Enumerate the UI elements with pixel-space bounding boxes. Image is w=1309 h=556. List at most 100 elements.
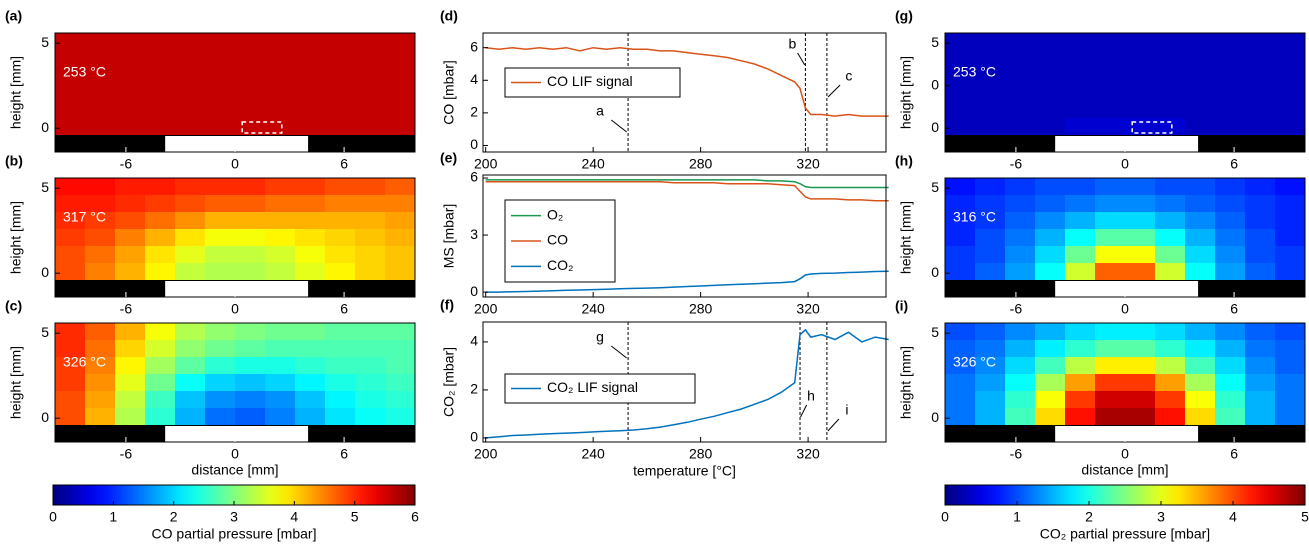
heatmap-cell (1125, 374, 1156, 392)
x-tick-label: -6 (1010, 301, 1023, 317)
leader-line (800, 404, 808, 418)
heatmap-cell (115, 229, 146, 247)
heatmap-cell (1215, 323, 1246, 341)
y-tick-label: 0 (470, 136, 478, 152)
x-tick-label: 0 (1121, 301, 1129, 317)
panel-label: (f) (440, 297, 454, 313)
heatmap-cell (145, 178, 176, 196)
x-tick-label: 320 (796, 156, 820, 172)
x-tick-label: -6 (120, 156, 133, 172)
temperature-label: 326 °C (63, 354, 106, 370)
heatmap-cell (295, 391, 326, 409)
heatmap-cell (945, 263, 976, 281)
heatmap-cell (1185, 246, 1216, 264)
heatmap-cell (55, 212, 86, 230)
heatmap-cell (1065, 340, 1096, 358)
heatmap-cell (145, 50, 176, 68)
heatmap-cell (1245, 408, 1276, 426)
heatmap-cell (235, 195, 266, 213)
heatmap-cell (1275, 67, 1306, 85)
heatmap-cell (205, 246, 236, 264)
heatmap-cell (975, 263, 1006, 281)
heatmap-cell (975, 229, 1006, 247)
heatmap-cell (945, 50, 976, 68)
heatmap-cell (1215, 408, 1246, 426)
heatmap-cell (205, 212, 236, 230)
heatmap-cell (385, 246, 416, 264)
x-axis-label: distance [mm] (1081, 462, 1168, 478)
heatmap-cell (145, 229, 176, 247)
heatmap-cell (85, 408, 116, 426)
heatmap-cell (945, 195, 976, 213)
x-tick-label: 200 (474, 446, 498, 462)
heatmap-cell (975, 195, 1006, 213)
colorbar-tick-label: 1 (1013, 509, 1021, 525)
sample (1055, 281, 1199, 297)
heatmap-cell (1065, 263, 1096, 281)
heatmap-cell (1275, 195, 1306, 213)
heatmap-cell (205, 101, 236, 119)
heatmap-cell (1245, 101, 1276, 119)
heatmap-cell (1035, 391, 1066, 409)
y-tick-label: 5 (931, 324, 939, 340)
heatmap-cell (1035, 178, 1066, 196)
y-tick-label: 3 (470, 226, 478, 242)
heatmap-cell (145, 323, 176, 341)
heatmap-cell (1215, 357, 1246, 375)
legend-label: O₂ (547, 206, 563, 222)
heatmap-cell (975, 323, 1006, 341)
heatmap-cell (1155, 33, 1186, 51)
heatmap-cell (115, 33, 146, 51)
heatmap-cell (145, 195, 176, 213)
heatmap-cell (235, 212, 266, 230)
heatmap-cell (385, 357, 416, 375)
heatmap-cell (295, 340, 326, 358)
heatmap-cell (55, 33, 86, 51)
heatmap-cell (1155, 50, 1186, 68)
heatmap-cell (1095, 101, 1126, 119)
heatmap-cell (175, 84, 206, 102)
heatmap-cell (1125, 178, 1156, 196)
x-tick-label: -6 (120, 301, 133, 317)
x-tick-label: 240 (581, 156, 605, 172)
heatmap-cell (975, 374, 1006, 392)
heatmap-cell (115, 391, 146, 409)
heatmap-cell (235, 67, 266, 85)
heatmap-cell (55, 340, 86, 358)
heatmap-cell (145, 357, 176, 375)
heatmap-cell (55, 118, 86, 136)
colorbar-tick-label: 3 (1157, 509, 1165, 525)
heatmap-cell (355, 340, 386, 358)
heatmap-cell (55, 323, 86, 341)
y-axis-label: CO₂ [mbar] (441, 347, 457, 417)
panel-label: (c) (5, 298, 22, 314)
heatmap-cell (355, 67, 386, 85)
heatmap-cell (205, 374, 236, 392)
heatmap-cell (205, 229, 236, 247)
heatmap-cell (355, 263, 386, 281)
y-tick-label: 0 (931, 264, 939, 280)
heatmap-cell (325, 391, 356, 409)
heatmap-cell (1065, 50, 1096, 68)
heatmap-cell (1215, 33, 1246, 51)
x-tick-label: 6 (1230, 301, 1238, 317)
heatmap-cell (945, 33, 976, 51)
heatmap-cell (1065, 33, 1096, 51)
y-tick-label: 6 (470, 169, 478, 185)
heatmap-cell (325, 340, 356, 358)
heatmap-cell (1185, 357, 1216, 375)
heatmap-cell (1095, 67, 1126, 85)
heatmap-cell (85, 357, 116, 375)
heatmap-cell (175, 118, 206, 136)
heatmap-cell (385, 178, 416, 196)
colorbar-tick-label: 6 (411, 509, 419, 525)
heatmap-cell (1095, 357, 1126, 375)
heatmap-cell (1095, 50, 1126, 68)
heatmap-cell (1275, 33, 1306, 51)
heatmap-cell (355, 357, 386, 375)
colorbar-tick-label: 4 (290, 509, 298, 525)
x-tick-label: -6 (1010, 446, 1023, 462)
colorbar-label: CO partial pressure [mbar] (152, 526, 317, 542)
heatmap-cell (1215, 374, 1246, 392)
